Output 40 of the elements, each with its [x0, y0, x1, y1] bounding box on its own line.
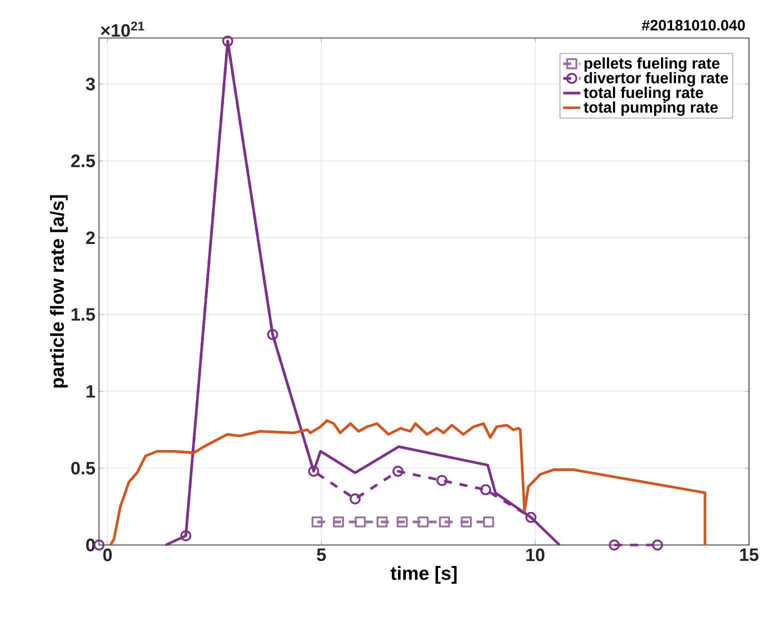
point: [354, 516, 366, 528]
point: [267, 329, 278, 340]
y-tick-label: 1: [86, 385, 95, 398]
point: [396, 516, 408, 528]
legend-label: total pumping rate: [584, 101, 718, 116]
point: [525, 512, 536, 523]
legend-label: divertor fueling rate: [584, 72, 728, 87]
y-axis-title: particle flow rate [a/s]: [50, 195, 68, 388]
point: [222, 36, 234, 47]
y-tick-label: 1.5: [72, 308, 95, 321]
chart-title: #20181010.040: [642, 20, 745, 30]
y-tick-label: 0.5: [71, 462, 95, 475]
point: [312, 516, 323, 528]
line-series: [109, 419, 706, 546]
point: [652, 540, 663, 550]
point: [460, 516, 472, 528]
point: [308, 466, 320, 477]
point: [608, 540, 620, 550]
point: [436, 474, 448, 486]
point: [180, 530, 192, 542]
legend-label: pellets fueling rate: [584, 57, 720, 72]
x-tick-label: 10: [526, 548, 544, 562]
point: [392, 466, 404, 477]
x-tick-label: 15: [740, 548, 758, 562]
point: [350, 493, 361, 504]
point: [483, 516, 494, 528]
point: [480, 484, 492, 496]
x-tick-label: 0: [103, 548, 112, 562]
x-axis-title: time [s]: [390, 566, 457, 584]
text: ×10$^{21}$: [100, 22, 144, 37]
y-tick-label: 2: [86, 231, 95, 244]
legend-label: total fueling rate: [584, 86, 704, 102]
y-tick-label: 3: [86, 78, 95, 90]
point: [332, 516, 344, 528]
point: [376, 516, 388, 528]
y-tick-label: 0: [86, 538, 95, 552]
point: [418, 516, 429, 528]
y-tick-label: 2.5: [71, 154, 95, 168]
x-tick-label: 5: [316, 548, 326, 562]
point: [439, 516, 450, 528]
